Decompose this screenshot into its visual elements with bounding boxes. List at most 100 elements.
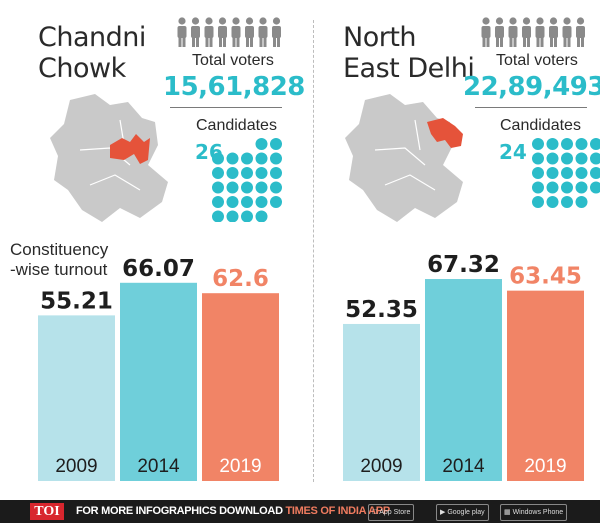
play-icon: ▶ <box>440 509 448 516</box>
panel-divider <box>313 20 314 482</box>
total-voters-value: 15,61,828 <box>163 72 305 102</box>
candidate-dot <box>546 196 559 208</box>
candidate-dot <box>226 167 239 179</box>
candidates-value: 24 <box>499 140 527 164</box>
delhi-map-icon <box>50 94 168 222</box>
highlighted-region <box>110 134 150 164</box>
candidate-dots-icon <box>532 138 600 208</box>
year-tick-label: 2014 <box>442 456 485 477</box>
bar-2019 <box>202 293 279 481</box>
constituency-title: Chandni Chowk <box>38 22 146 84</box>
delhi-map-icon <box>345 94 463 222</box>
candidate-dot <box>532 152 544 165</box>
candidate-dot <box>270 196 282 208</box>
voters-people-icon <box>481 17 585 47</box>
candidate-dot <box>546 152 559 165</box>
divider-rule <box>170 107 282 108</box>
candidate-dot <box>226 152 239 165</box>
candidate-dot <box>241 181 253 194</box>
candidate-dot <box>212 210 224 222</box>
app-store-badge[interactable]:  App Store <box>368 504 415 521</box>
candidate-dot <box>532 181 544 194</box>
turnout-bar-charts: 55.21 2009 66.07 2014 62.6 2019 52.35 2009 67.32… <box>38 252 584 481</box>
candidate-dot <box>226 210 239 222</box>
bar-2009 <box>38 315 115 481</box>
candidate-dot <box>255 167 268 179</box>
candidate-dot <box>546 181 559 194</box>
bar-value-label: 63.45 <box>509 264 582 290</box>
bar-value-label: 52.35 <box>345 297 418 323</box>
candidate-dot <box>561 196 573 208</box>
constituency-panel-north-east-delhi: North East Delhi Total voters 22,89,493 … <box>300 0 600 500</box>
candidate-dot <box>212 167 224 179</box>
candidate-dot <box>561 167 573 179</box>
candidate-dot <box>561 152 573 165</box>
candidate-dot <box>226 181 239 194</box>
footer-text: FOR MORE INFOGRAPHICS DOWNLOAD <box>76 505 283 517</box>
toi-logo: TOI <box>30 503 64 520</box>
candidate-dot <box>255 210 268 222</box>
windows-phone-badge[interactable]: ▦ Windows Phone <box>500 504 568 521</box>
candidate-dot <box>241 196 253 208</box>
candidates-label: Candidates <box>500 117 581 134</box>
year-tick-label: 2009 <box>55 456 97 477</box>
bar-value-label: 62.6 <box>212 266 269 292</box>
bar-value-label: 66.07 <box>122 256 195 282</box>
footer-app-link[interactable]: TIMES OF INDIA APP <box>285 505 390 517</box>
candidates-label: Candidates <box>196 117 277 134</box>
constituency-title: North East Delhi <box>343 22 475 84</box>
bar-2019 <box>507 290 584 481</box>
voters-people-icon <box>177 17 281 47</box>
candidate-dot <box>255 196 268 208</box>
candidate-dot <box>255 138 268 150</box>
total-voters-value: 22,89,493 <box>463 72 600 102</box>
candidate-dot <box>575 167 588 179</box>
candidate-dot <box>575 196 588 208</box>
candidate-dot <box>575 138 588 150</box>
candidate-dot <box>590 181 600 194</box>
candidate-dot <box>270 167 282 179</box>
candidate-dot <box>532 196 544 208</box>
candidate-dot <box>590 167 600 179</box>
candidate-dot <box>212 196 224 208</box>
year-tick-label: 2019 <box>524 456 566 477</box>
highlighted-region <box>427 118 463 148</box>
candidate-dot <box>546 167 559 179</box>
candidate-dot <box>546 138 559 150</box>
candidate-dot <box>590 138 600 150</box>
candidate-dot <box>255 181 268 194</box>
candidate-dot <box>270 181 282 194</box>
year-tick-label: 2009 <box>360 456 402 477</box>
candidate-dots-icon <box>212 138 282 222</box>
windows-icon: ▦ <box>504 509 513 516</box>
total-voters-label: Total voters <box>496 52 578 69</box>
candidate-dot <box>561 138 573 150</box>
bar-2009 <box>343 323 420 481</box>
google-play-badge[interactable]: ▶ Google play <box>436 504 489 521</box>
candidate-dot <box>575 152 588 165</box>
bar-value-label: 67.32 <box>427 252 500 278</box>
candidate-dot <box>590 152 600 165</box>
candidate-dot <box>241 210 253 222</box>
candidate-dot <box>241 167 253 179</box>
year-tick-label: 2019 <box>219 456 261 477</box>
candidate-dot <box>255 152 268 165</box>
apple-icon:  <box>372 509 379 516</box>
constituency-panel-chandni-chowk: Chandni Chowk Total voters 15,61,828 Can… <box>0 0 305 500</box>
bar-2014 <box>425 279 502 481</box>
bar-value-label: 55.21 <box>40 288 113 314</box>
bar-2014 <box>120 282 197 481</box>
candidate-dot <box>532 167 544 179</box>
candidate-dot <box>575 181 588 194</box>
candidate-dot <box>212 181 224 194</box>
turnout-label: Constituency -wise turnout <box>10 240 109 279</box>
candidate-dot <box>241 152 253 165</box>
candidate-dot <box>532 138 544 150</box>
candidate-dot <box>561 181 573 194</box>
divider-rule <box>475 107 587 108</box>
total-voters-label: Total voters <box>192 52 274 69</box>
candidate-dot <box>226 196 239 208</box>
candidate-dot <box>270 138 282 150</box>
footer-banner: TOI FOR MORE INFOGRAPHICS DOWNLOAD TIMES… <box>0 500 600 523</box>
candidate-dot <box>212 152 224 165</box>
